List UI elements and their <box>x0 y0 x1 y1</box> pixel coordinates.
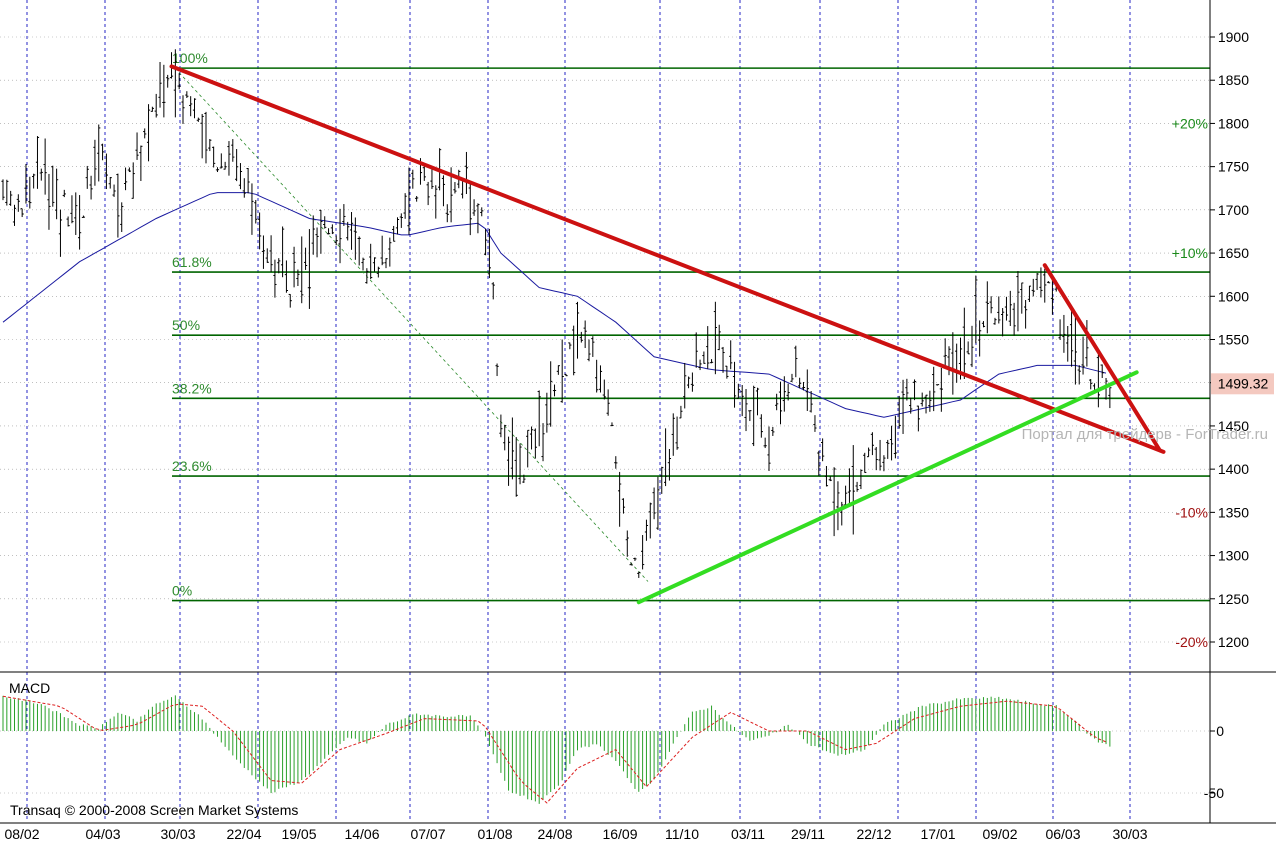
macd-title: MACD <box>9 680 50 696</box>
y-tick-label: 1800 <box>1218 115 1249 131</box>
x-tick-label: 06/03 <box>1045 826 1080 842</box>
y-tick-label: 1300 <box>1218 548 1249 564</box>
y-tick-label: 1450 <box>1218 418 1249 434</box>
y-tick-label: 1600 <box>1218 288 1249 304</box>
x-tick-label: 07/07 <box>410 826 445 842</box>
macd-signal-line <box>2 695 1107 804</box>
x-tick-label: 01/08 <box>477 826 512 842</box>
y-tick-label: 1550 <box>1218 332 1249 348</box>
pct-marker-label: +10% <box>1172 245 1208 261</box>
x-tick-label: 29/11 <box>791 826 825 842</box>
fib-level-label: 100% <box>172 50 208 66</box>
copyright-text: Transaq © 2000-2008 Screen Market System… <box>10 802 298 818</box>
macd-y-tick-label: -50 <box>1204 785 1224 801</box>
y-tick-label: 1250 <box>1218 591 1249 607</box>
x-tick-label: 08/02 <box>4 826 39 842</box>
x-tick-label: 17/01 <box>920 826 955 842</box>
x-tick-label: 16/09 <box>602 826 637 842</box>
watermark: Портал для трейдерв - ForTrader.ru <box>1022 426 1268 443</box>
last-price-label: 1499.32 <box>1218 375 1269 391</box>
x-tick-label: 14/06 <box>344 826 379 842</box>
fib-diagonal <box>174 67 649 582</box>
y-tick-label: 1400 <box>1218 461 1249 477</box>
fib-level-label: 23.6% <box>172 458 212 474</box>
y-tick-label: 1350 <box>1218 504 1249 520</box>
fib-level-label: 38.2% <box>172 380 212 396</box>
y-tick-label: 1850 <box>1218 72 1249 88</box>
resistance-trendline <box>1042 263 1162 453</box>
x-tick-label: 03/11 <box>731 826 765 842</box>
macd-y-tick-label: 0 <box>1216 723 1224 739</box>
x-tick-label: 22/12 <box>856 826 891 842</box>
x-tick-label: 09/02 <box>982 826 1017 842</box>
x-tick-label: 04/03 <box>85 826 120 842</box>
last-price-badge <box>1211 373 1274 395</box>
x-tick-label: 19/05 <box>281 826 316 842</box>
x-tick-label: 22/04 <box>226 826 261 842</box>
x-tick-label: 11/10 <box>665 826 699 842</box>
y-tick-label: 1700 <box>1218 202 1249 218</box>
y-tick-label: 1900 <box>1218 29 1249 45</box>
fib-level-label: 50% <box>172 317 200 333</box>
resistance-trendline <box>169 64 1166 454</box>
pct-marker-label: -10% <box>1175 504 1208 520</box>
x-tick-label: 30/03 <box>1112 826 1147 842</box>
support-trendline <box>636 370 1139 605</box>
x-tick-label: 30/03 <box>160 826 195 842</box>
fib-level-label: 61.8% <box>172 254 212 270</box>
x-tick-label: 24/08 <box>537 826 572 842</box>
y-tick-label: 1750 <box>1218 159 1249 175</box>
pct-marker-label: -20% <box>1175 634 1208 650</box>
moving-average-line <box>2 192 1107 418</box>
fib-level-label: 0% <box>172 583 192 599</box>
y-tick-label: 1200 <box>1218 634 1249 650</box>
pct-marker-label: +20% <box>1172 115 1208 131</box>
y-tick-label: 1650 <box>1218 245 1249 261</box>
